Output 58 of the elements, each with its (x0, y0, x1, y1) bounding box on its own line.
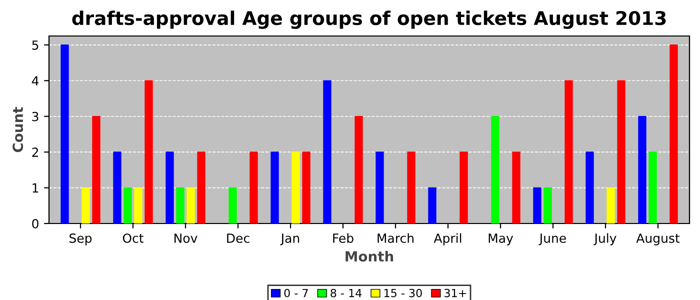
bar (638, 116, 646, 224)
bar (292, 152, 300, 224)
x-tick-label: Feb (333, 233, 354, 243)
legend-label: 15 - 30 (384, 288, 422, 298)
y-tick-label: 5 (32, 40, 38, 50)
bar (407, 152, 416, 224)
x-tick-label: April (434, 233, 462, 246)
y-tick-label: 4 (32, 76, 39, 86)
bar (617, 80, 626, 224)
bar (670, 44, 678, 224)
x-tick-label: Dec (227, 234, 250, 243)
x-tick-label: Oct (122, 233, 144, 243)
bar (533, 187, 542, 224)
bar (60, 44, 69, 224)
y-tick-label: 2 (32, 148, 38, 157)
x-tick-label: July (594, 233, 616, 246)
x-tick-label: Jan (280, 234, 300, 246)
bar (460, 152, 468, 224)
y-axis-title: Count (12, 106, 24, 152)
x-tick-label: Sep (70, 233, 92, 246)
bar (648, 152, 657, 224)
bar (250, 152, 258, 224)
bar (176, 187, 184, 224)
bar (92, 116, 100, 224)
bar (124, 187, 132, 224)
bar (512, 152, 520, 224)
x-tick-label: August (636, 234, 680, 246)
legend-label: 0 - 7 (284, 288, 308, 298)
bar (491, 116, 500, 224)
bar (134, 187, 142, 224)
bar (144, 80, 153, 224)
bar (270, 152, 279, 224)
bar (544, 187, 552, 224)
legend-label: 31+ (444, 288, 466, 298)
bar (428, 187, 436, 224)
legend-label: 8 - 14 (330, 288, 362, 298)
bar (197, 152, 206, 224)
x-tick-label: May (488, 234, 514, 246)
x-tick-label: Nov (174, 234, 198, 243)
x-tick-label: March (378, 233, 414, 243)
bar (166, 152, 174, 224)
bar (323, 80, 332, 224)
x-tick-label: June (538, 234, 566, 246)
bar (113, 152, 122, 224)
bar (82, 187, 90, 224)
bar (586, 152, 594, 224)
x-axis-title: Month (346, 250, 394, 262)
bar (564, 80, 573, 224)
y-tick-label: 0 (32, 218, 38, 228)
bar (606, 187, 615, 224)
bar (228, 187, 237, 224)
bar (376, 152, 384, 224)
y-tick-label: 3 (32, 112, 38, 122)
bar (302, 152, 310, 224)
bar (186, 187, 195, 224)
chart-title: drafts-approval Age groups of open tickets August 2013 (72, 10, 666, 29)
y-tick-label: 1 (32, 183, 38, 193)
bar (354, 116, 363, 224)
